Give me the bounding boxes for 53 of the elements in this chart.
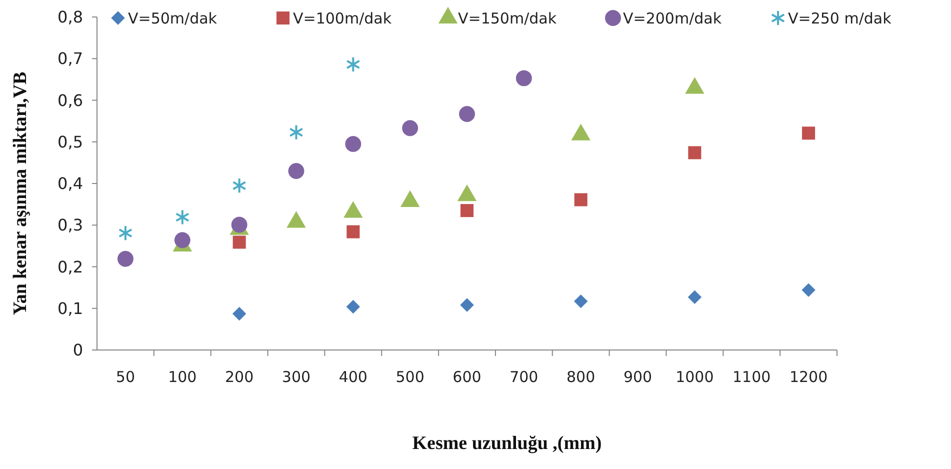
- legend-label: V=200m/dak: [623, 9, 722, 28]
- y-tick-label: 0,3: [58, 216, 83, 235]
- point: [289, 124, 304, 140]
- point: [174, 232, 190, 248]
- point: [688, 146, 702, 160]
- y-tick-label: 0,4: [58, 174, 83, 194]
- point: [688, 290, 702, 304]
- point: [346, 225, 360, 238]
- point: [232, 236, 246, 249]
- x-tick-label: 1200: [789, 368, 828, 386]
- x-axis-title: Kesme uzunluğu ,(mm): [412, 433, 602, 454]
- legend-label: V=100m/dak: [293, 9, 392, 28]
- point: [117, 250, 134, 267]
- legend-label: V=150m/dak: [458, 9, 557, 28]
- x-tick-label: 1000: [676, 368, 714, 386]
- point: [574, 193, 588, 206]
- x-tick-label: 700: [510, 368, 538, 386]
- x-tick-label: 200: [224, 368, 254, 386]
- y-axis-title: Yan kenar aşınma miktarı,VB: [10, 71, 31, 316]
- x-tick-label: 100: [168, 368, 197, 386]
- point: [288, 163, 304, 179]
- point: [460, 204, 474, 218]
- x-tick-label: 900: [623, 368, 652, 386]
- point: [232, 306, 246, 321]
- point: [574, 294, 588, 308]
- x-tick-label: 300: [282, 368, 311, 386]
- point: [460, 298, 474, 312]
- x-tick-label: 800: [566, 368, 596, 386]
- x-tick-label: 500: [396, 368, 424, 386]
- point: [516, 70, 532, 86]
- x-tick-label: 600: [452, 368, 482, 386]
- point: [802, 126, 816, 140]
- y-tick-label: 0: [72, 340, 83, 360]
- point: [232, 178, 246, 194]
- x-tick-label: 50: [116, 368, 136, 386]
- y-tick-label: 0,1: [58, 298, 83, 318]
- legend-label: V=50m/dak: [128, 9, 218, 28]
- point: [459, 106, 475, 122]
- y-tick-label: 0,7: [58, 49, 83, 68]
- point: [402, 120, 418, 136]
- point: [118, 224, 133, 242]
- x-tick-label: 1100: [732, 368, 771, 386]
- y-tick-label: 0,6: [58, 90, 83, 110]
- point: [175, 209, 190, 226]
- point: [802, 283, 816, 297]
- y-tick-label: 0,2: [58, 257, 83, 276]
- point: [346, 56, 360, 73]
- point: [346, 300, 360, 314]
- y-tick-label: 0,5: [58, 132, 83, 152]
- y-tick-label: 0,8: [58, 8, 83, 27]
- legend-label: V=250 m/dak: [788, 9, 892, 28]
- point: [345, 136, 362, 152]
- x-tick-label: 400: [338, 368, 368, 386]
